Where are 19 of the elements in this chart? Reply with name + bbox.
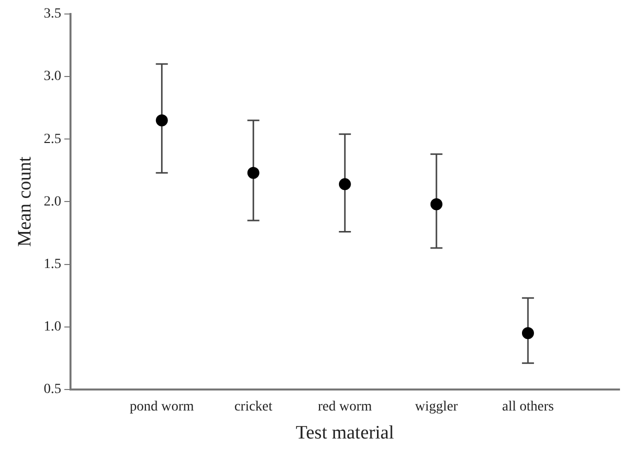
x-axis-title: Test material bbox=[296, 422, 394, 444]
x-tick-label: pond worm bbox=[130, 399, 194, 414]
y-tick-label: 1.5 bbox=[44, 256, 62, 272]
y-tick-label: 0.5 bbox=[44, 382, 62, 398]
point bbox=[522, 327, 534, 340]
x-tick-label: wiggler bbox=[415, 399, 458, 414]
x-tick-label: cricket bbox=[234, 399, 273, 414]
y-axis-title: Mean count bbox=[14, 156, 36, 247]
x-tick-label: red worm bbox=[318, 399, 372, 414]
point bbox=[338, 178, 351, 190]
x-tick-label: all others bbox=[502, 399, 554, 414]
y-tick-label: 1.0 bbox=[44, 320, 62, 335]
y-tick-label: 2.0 bbox=[44, 194, 62, 210]
point bbox=[430, 198, 442, 210]
y-tick-label: 2.5 bbox=[44, 132, 62, 147]
y-tick-label: 3.0 bbox=[44, 69, 62, 84]
point bbox=[247, 166, 260, 179]
y-tick-label: 3.5 bbox=[44, 6, 62, 22]
point bbox=[156, 114, 168, 126]
